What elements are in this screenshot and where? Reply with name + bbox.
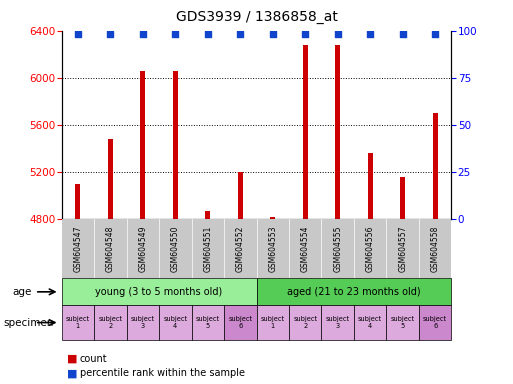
Text: GSM604552: GSM604552	[236, 225, 245, 272]
Point	[366, 31, 374, 38]
Point	[171, 31, 180, 38]
Bar	[108, 139, 113, 219]
Text: age: age	[13, 287, 32, 297]
Text: GSM604551: GSM604551	[203, 225, 212, 272]
Text: subject
2: subject 2	[98, 316, 123, 329]
Text: subject
1: subject 1	[66, 316, 90, 329]
Bar	[205, 211, 210, 219]
Text: GSM604547: GSM604547	[73, 225, 82, 272]
Point	[236, 31, 244, 38]
Text: subject
3: subject 3	[131, 316, 155, 329]
Text: ■: ■	[67, 368, 77, 378]
Text: GSM604558: GSM604558	[431, 225, 440, 272]
Text: young (3 to 5 months old): young (3 to 5 months old)	[95, 287, 223, 297]
Text: GSM604554: GSM604554	[301, 225, 310, 272]
Bar	[303, 45, 308, 219]
Bar	[368, 153, 372, 219]
Point	[204, 31, 212, 38]
Text: GSM604550: GSM604550	[171, 225, 180, 272]
Text: GSM604548: GSM604548	[106, 225, 115, 272]
Text: subject
1: subject 1	[261, 316, 285, 329]
Text: subject
6: subject 6	[423, 316, 447, 329]
Text: subject
3: subject 3	[326, 316, 350, 329]
Text: subject
5: subject 5	[195, 316, 220, 329]
Bar	[336, 45, 340, 219]
Text: ■: ■	[67, 354, 77, 364]
Text: GSM604556: GSM604556	[366, 225, 374, 272]
Point	[139, 31, 147, 38]
Text: percentile rank within the sample: percentile rank within the sample	[80, 368, 245, 378]
Text: subject
5: subject 5	[390, 316, 415, 329]
Point	[106, 31, 114, 38]
Text: GSM604555: GSM604555	[333, 225, 342, 272]
Bar	[400, 177, 405, 219]
Text: GSM604549: GSM604549	[139, 225, 147, 272]
Text: subject
4: subject 4	[163, 316, 187, 329]
Text: aged (21 to 23 months old): aged (21 to 23 months old)	[287, 287, 421, 297]
Text: subject
4: subject 4	[358, 316, 382, 329]
Text: GSM604557: GSM604557	[398, 225, 407, 272]
Text: subject
2: subject 2	[293, 316, 318, 329]
Text: count: count	[80, 354, 107, 364]
Text: GDS3939 / 1386858_at: GDS3939 / 1386858_at	[175, 10, 338, 23]
Text: subject
6: subject 6	[228, 316, 252, 329]
Text: specimen: specimen	[3, 318, 53, 328]
Text: GSM604553: GSM604553	[268, 225, 277, 272]
Bar	[75, 184, 80, 219]
Point	[301, 31, 309, 38]
Point	[74, 31, 82, 38]
Bar	[141, 71, 145, 219]
Bar	[433, 113, 438, 219]
Point	[333, 31, 342, 38]
Point	[269, 31, 277, 38]
Bar	[238, 172, 243, 219]
Point	[399, 31, 407, 38]
Point	[431, 31, 439, 38]
Bar	[173, 71, 177, 219]
Bar	[270, 217, 275, 219]
